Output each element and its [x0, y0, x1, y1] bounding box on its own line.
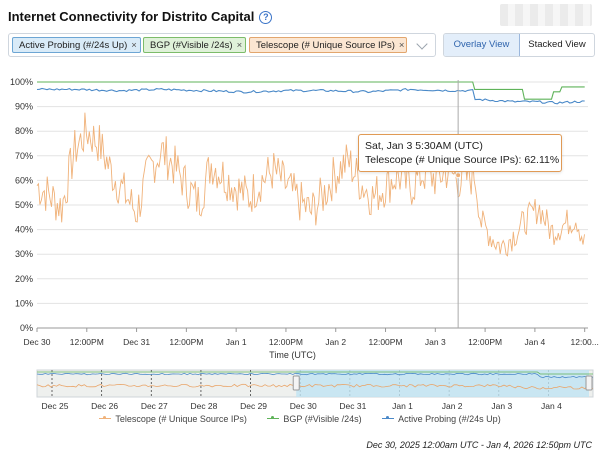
- y-tick-label: 40%: [15, 225, 33, 235]
- remove-chip-icon[interactable]: ×: [236, 40, 243, 51]
- x-tick-label: 12:00...: [571, 337, 599, 347]
- x-tick-label: 12:00PM: [169, 337, 203, 347]
- y-tick-label: 30%: [15, 249, 33, 259]
- chart-tooltip: Sat, Jan 3 5:30AM (UTC) Telescope (# Uni…: [358, 134, 562, 172]
- series-line-active-probing: [36, 87, 585, 105]
- navigator-tick-label: Dec 31: [339, 401, 366, 411]
- page-title: Internet Connectivity for Distrito Capit…: [8, 9, 273, 24]
- tooltip-value-line: Telescope (# Unique Source IPs): 62.11%: [365, 154, 560, 166]
- navigator-tick-label: Dec 26: [91, 401, 118, 411]
- navigator-tick-label: Jan 2: [442, 401, 463, 411]
- navigator-series-bgp: [37, 371, 593, 375]
- navigator-tick-label: Jan 1: [392, 401, 413, 411]
- chart-legend: Telescope (# Unique Source IPs) BGP (#Vi…: [0, 414, 600, 424]
- x-tick-label: 12:00PM: [269, 337, 303, 347]
- chip-bgp: BGP (#Visible /24s) ×: [143, 37, 246, 53]
- chip-active-probing: Active Probing (#/24s Up) ×: [12, 37, 141, 53]
- y-tick-label: 60%: [15, 175, 33, 185]
- y-tick-label: 70%: [15, 151, 33, 161]
- legend-item-active-probing[interactable]: Active Probing (#/24s Up): [382, 414, 501, 424]
- y-tick-label: 50%: [15, 200, 33, 210]
- remove-chip-icon[interactable]: ×: [398, 40, 405, 51]
- chip-label: Active Probing (#/24s Up): [19, 40, 128, 51]
- series-line-bgp: [37, 81, 585, 100]
- x-axis-title: Time (UTC): [269, 350, 316, 360]
- x-tick-label: Jan 3: [425, 337, 446, 347]
- tooltip-series: Telescope (# Unique Source IPs): [365, 154, 519, 166]
- page-title-text: Internet Connectivity for Distrito Capit…: [8, 9, 255, 24]
- navigator-tick-label: Jan 4: [541, 401, 562, 411]
- legend-label: Active Probing (#/24s Up): [398, 414, 501, 424]
- navigator-tick-label: Dec 27: [141, 401, 168, 411]
- navigator-tick-label: Dec 28: [190, 401, 217, 411]
- y-tick-label: 10%: [15, 298, 33, 308]
- navigator-handle[interactable]: [292, 375, 300, 391]
- navigator-series-active-probing: [36, 372, 594, 379]
- legend-item-bgp[interactable]: BGP (#Visible /24s): [267, 414, 362, 424]
- x-tick-label: Jan 2: [325, 337, 346, 347]
- navigator-tick-label: Dec 30: [290, 401, 317, 411]
- y-tick-label: 20%: [15, 274, 33, 284]
- tooltip-value: 62.11%: [524, 154, 560, 166]
- navigator-tick-label: Dec 25: [42, 401, 69, 411]
- chip-label: BGP (#Visible /24s): [150, 40, 233, 51]
- y-tick-label: 0%: [20, 323, 33, 333]
- stacked-view-button[interactable]: Stacked View: [528, 39, 586, 50]
- date-range-label: Dec 30, 2025 12:00am UTC - Jan 4, 2026 1…: [366, 440, 592, 450]
- x-tick-label: Dec 31: [123, 337, 150, 347]
- navigator-tick-label: Jan 3: [491, 401, 512, 411]
- y-tick-label: 80%: [15, 126, 33, 136]
- question-circle-icon[interactable]: ?: [259, 11, 273, 24]
- y-tick-label: 90%: [15, 102, 33, 112]
- x-tick-label: 12:00PM: [369, 337, 403, 347]
- x-tick-label: Jan 1: [226, 337, 247, 347]
- view-toggle: Overlay View Stacked View: [443, 33, 595, 57]
- series-filter-input[interactable]: [8, 33, 436, 57]
- navigator-series-telescope: [36, 383, 594, 390]
- x-tick-label: 12:00PM: [70, 337, 104, 347]
- x-tick-label: Jan 4: [524, 337, 545, 347]
- chip-label: Telescope (# Unique Source IPs): [256, 40, 395, 51]
- series-line-telescope: [36, 112, 585, 257]
- legend-label: BGP (#Visible /24s): [283, 414, 362, 424]
- chip-telescope: Telescope (# Unique Source IPs) ×: [249, 37, 407, 53]
- tooltip-time: Sat, Jan 3 5:30AM (UTC): [365, 140, 483, 152]
- remove-chip-icon[interactable]: ×: [131, 40, 137, 51]
- tooltip-point: [455, 172, 462, 179]
- x-tick-label: Dec 30: [24, 337, 51, 347]
- navigator-tick-label: Dec 29: [240, 401, 267, 411]
- y-tick-label: 100%: [10, 77, 33, 87]
- blurred-toolbar: [500, 4, 592, 26]
- x-tick-label: 12:00PM: [468, 337, 502, 347]
- overlay-view-button[interactable]: Overlay View: [444, 34, 520, 56]
- navigator-handle[interactable]: [585, 375, 593, 391]
- legend-label: Telescope (# Unique Source IPs): [115, 414, 247, 424]
- legend-item-telescope[interactable]: Telescope (# Unique Source IPs): [99, 414, 247, 424]
